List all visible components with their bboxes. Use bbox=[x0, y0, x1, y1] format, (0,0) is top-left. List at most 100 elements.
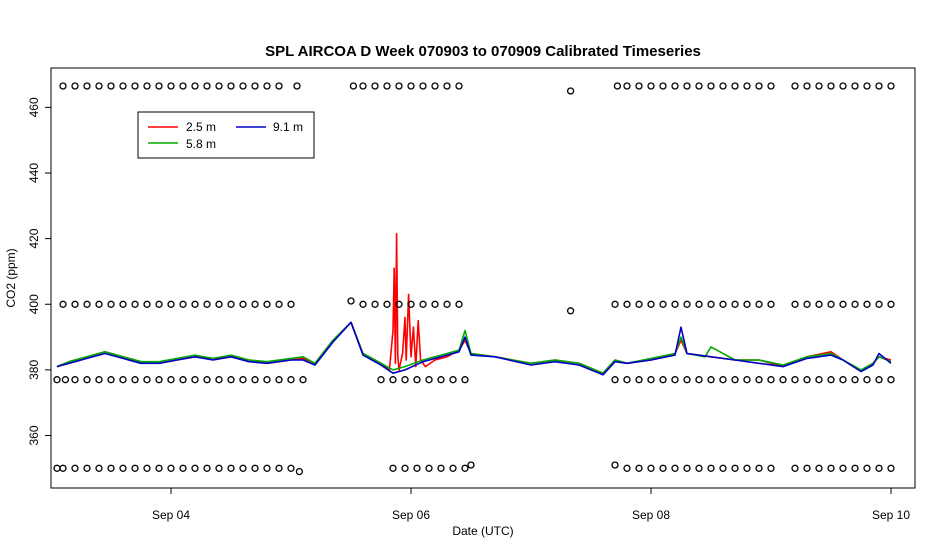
calibration-point bbox=[743, 300, 751, 308]
calibration-point bbox=[119, 82, 127, 90]
calibration-point bbox=[731, 464, 739, 472]
calibration-point bbox=[611, 376, 619, 384]
calibration-point bbox=[755, 464, 763, 472]
calibration-point bbox=[635, 464, 643, 472]
calibration-point bbox=[275, 464, 283, 472]
calibration-point bbox=[443, 82, 451, 90]
calibration-point bbox=[227, 376, 235, 384]
calibration-point bbox=[239, 82, 247, 90]
calibration-point bbox=[143, 376, 151, 384]
calibration-point bbox=[251, 464, 259, 472]
calibration-point bbox=[347, 297, 355, 305]
calibration-point bbox=[803, 376, 811, 384]
calibration-point bbox=[647, 82, 655, 90]
calibration-point bbox=[863, 464, 871, 472]
calibration-point bbox=[143, 300, 151, 308]
calibration-point bbox=[815, 300, 823, 308]
calibration-point bbox=[155, 464, 163, 472]
calibration-point bbox=[647, 376, 655, 384]
calibration-point bbox=[131, 376, 139, 384]
calibration-point bbox=[719, 300, 727, 308]
calibration-point bbox=[215, 300, 223, 308]
calibration-point bbox=[371, 300, 379, 308]
calibration-point bbox=[59, 300, 67, 308]
legend: 2.5 m 5.8 m 9.1 m bbox=[137, 111, 315, 159]
calibration-point bbox=[203, 82, 211, 90]
calibration-points-layer bbox=[53, 82, 895, 476]
calibration-point bbox=[743, 82, 751, 90]
calibration-point bbox=[95, 300, 103, 308]
calibration-point bbox=[389, 376, 397, 384]
calibration-point bbox=[167, 82, 175, 90]
calibration-point bbox=[275, 376, 283, 384]
calibration-point bbox=[71, 376, 79, 384]
calibration-point bbox=[191, 464, 199, 472]
calibration-point bbox=[755, 82, 763, 90]
calibration-point bbox=[851, 300, 859, 308]
calibration-point bbox=[179, 464, 187, 472]
plot-frame bbox=[50, 67, 916, 489]
calibration-point bbox=[887, 464, 895, 472]
calibration-point bbox=[179, 300, 187, 308]
calibration-point bbox=[731, 376, 739, 384]
calibration-point bbox=[887, 300, 895, 308]
calibration-point bbox=[461, 376, 469, 384]
calibration-point bbox=[413, 376, 421, 384]
calibration-point bbox=[295, 467, 304, 476]
calibration-point bbox=[203, 376, 211, 384]
calibration-point bbox=[443, 300, 451, 308]
calibration-point bbox=[455, 300, 463, 308]
calibration-point bbox=[791, 82, 799, 90]
calibration-point bbox=[179, 82, 187, 90]
legend-box bbox=[137, 111, 315, 159]
calibration-point bbox=[779, 376, 787, 384]
calibration-point bbox=[155, 376, 163, 384]
calibration-point bbox=[695, 376, 703, 384]
calibration-point bbox=[107, 376, 115, 384]
calibration-point bbox=[707, 300, 715, 308]
calibration-point bbox=[851, 82, 859, 90]
calibration-point bbox=[407, 300, 415, 308]
calibration-point bbox=[695, 82, 703, 90]
calibration-point bbox=[95, 464, 103, 472]
calibration-point bbox=[875, 376, 883, 384]
calibration-point bbox=[95, 82, 103, 90]
calibration-point bbox=[755, 300, 763, 308]
calibration-point bbox=[53, 376, 61, 384]
calibration-point bbox=[791, 464, 799, 472]
calibration-point bbox=[671, 82, 679, 90]
calibration-point bbox=[203, 300, 211, 308]
calibration-point bbox=[647, 464, 655, 472]
calibration-point bbox=[359, 300, 367, 308]
calibration-point bbox=[707, 376, 715, 384]
calibration-point bbox=[743, 376, 751, 384]
calibration-point bbox=[263, 464, 271, 472]
x-tick-label: Sep 08 bbox=[632, 508, 670, 522]
y-tick-label: 380 bbox=[27, 360, 41, 380]
calibration-point bbox=[827, 82, 835, 90]
calibration-point bbox=[119, 376, 127, 384]
series-line-5-8-m bbox=[56, 321, 892, 374]
calibration-point bbox=[743, 464, 751, 472]
calibration-point bbox=[671, 300, 679, 308]
calibration-point bbox=[143, 82, 151, 90]
calibration-point bbox=[251, 376, 259, 384]
calibration-point bbox=[731, 300, 739, 308]
calibration-point bbox=[413, 464, 421, 472]
calibration-point bbox=[425, 464, 433, 472]
calibration-point bbox=[107, 300, 115, 308]
calibration-point bbox=[263, 82, 271, 90]
calibration-point bbox=[863, 300, 871, 308]
calibration-point bbox=[566, 307, 575, 315]
calibration-point bbox=[839, 376, 847, 384]
calibration-point bbox=[566, 87, 575, 95]
calibration-point bbox=[623, 464, 631, 472]
calibration-point bbox=[719, 464, 727, 472]
series-layer bbox=[56, 232, 892, 376]
calibration-point bbox=[803, 300, 811, 308]
calibration-point bbox=[59, 82, 67, 90]
calibration-point bbox=[191, 376, 199, 384]
calibration-point bbox=[419, 82, 427, 90]
calibration-point bbox=[119, 300, 127, 308]
